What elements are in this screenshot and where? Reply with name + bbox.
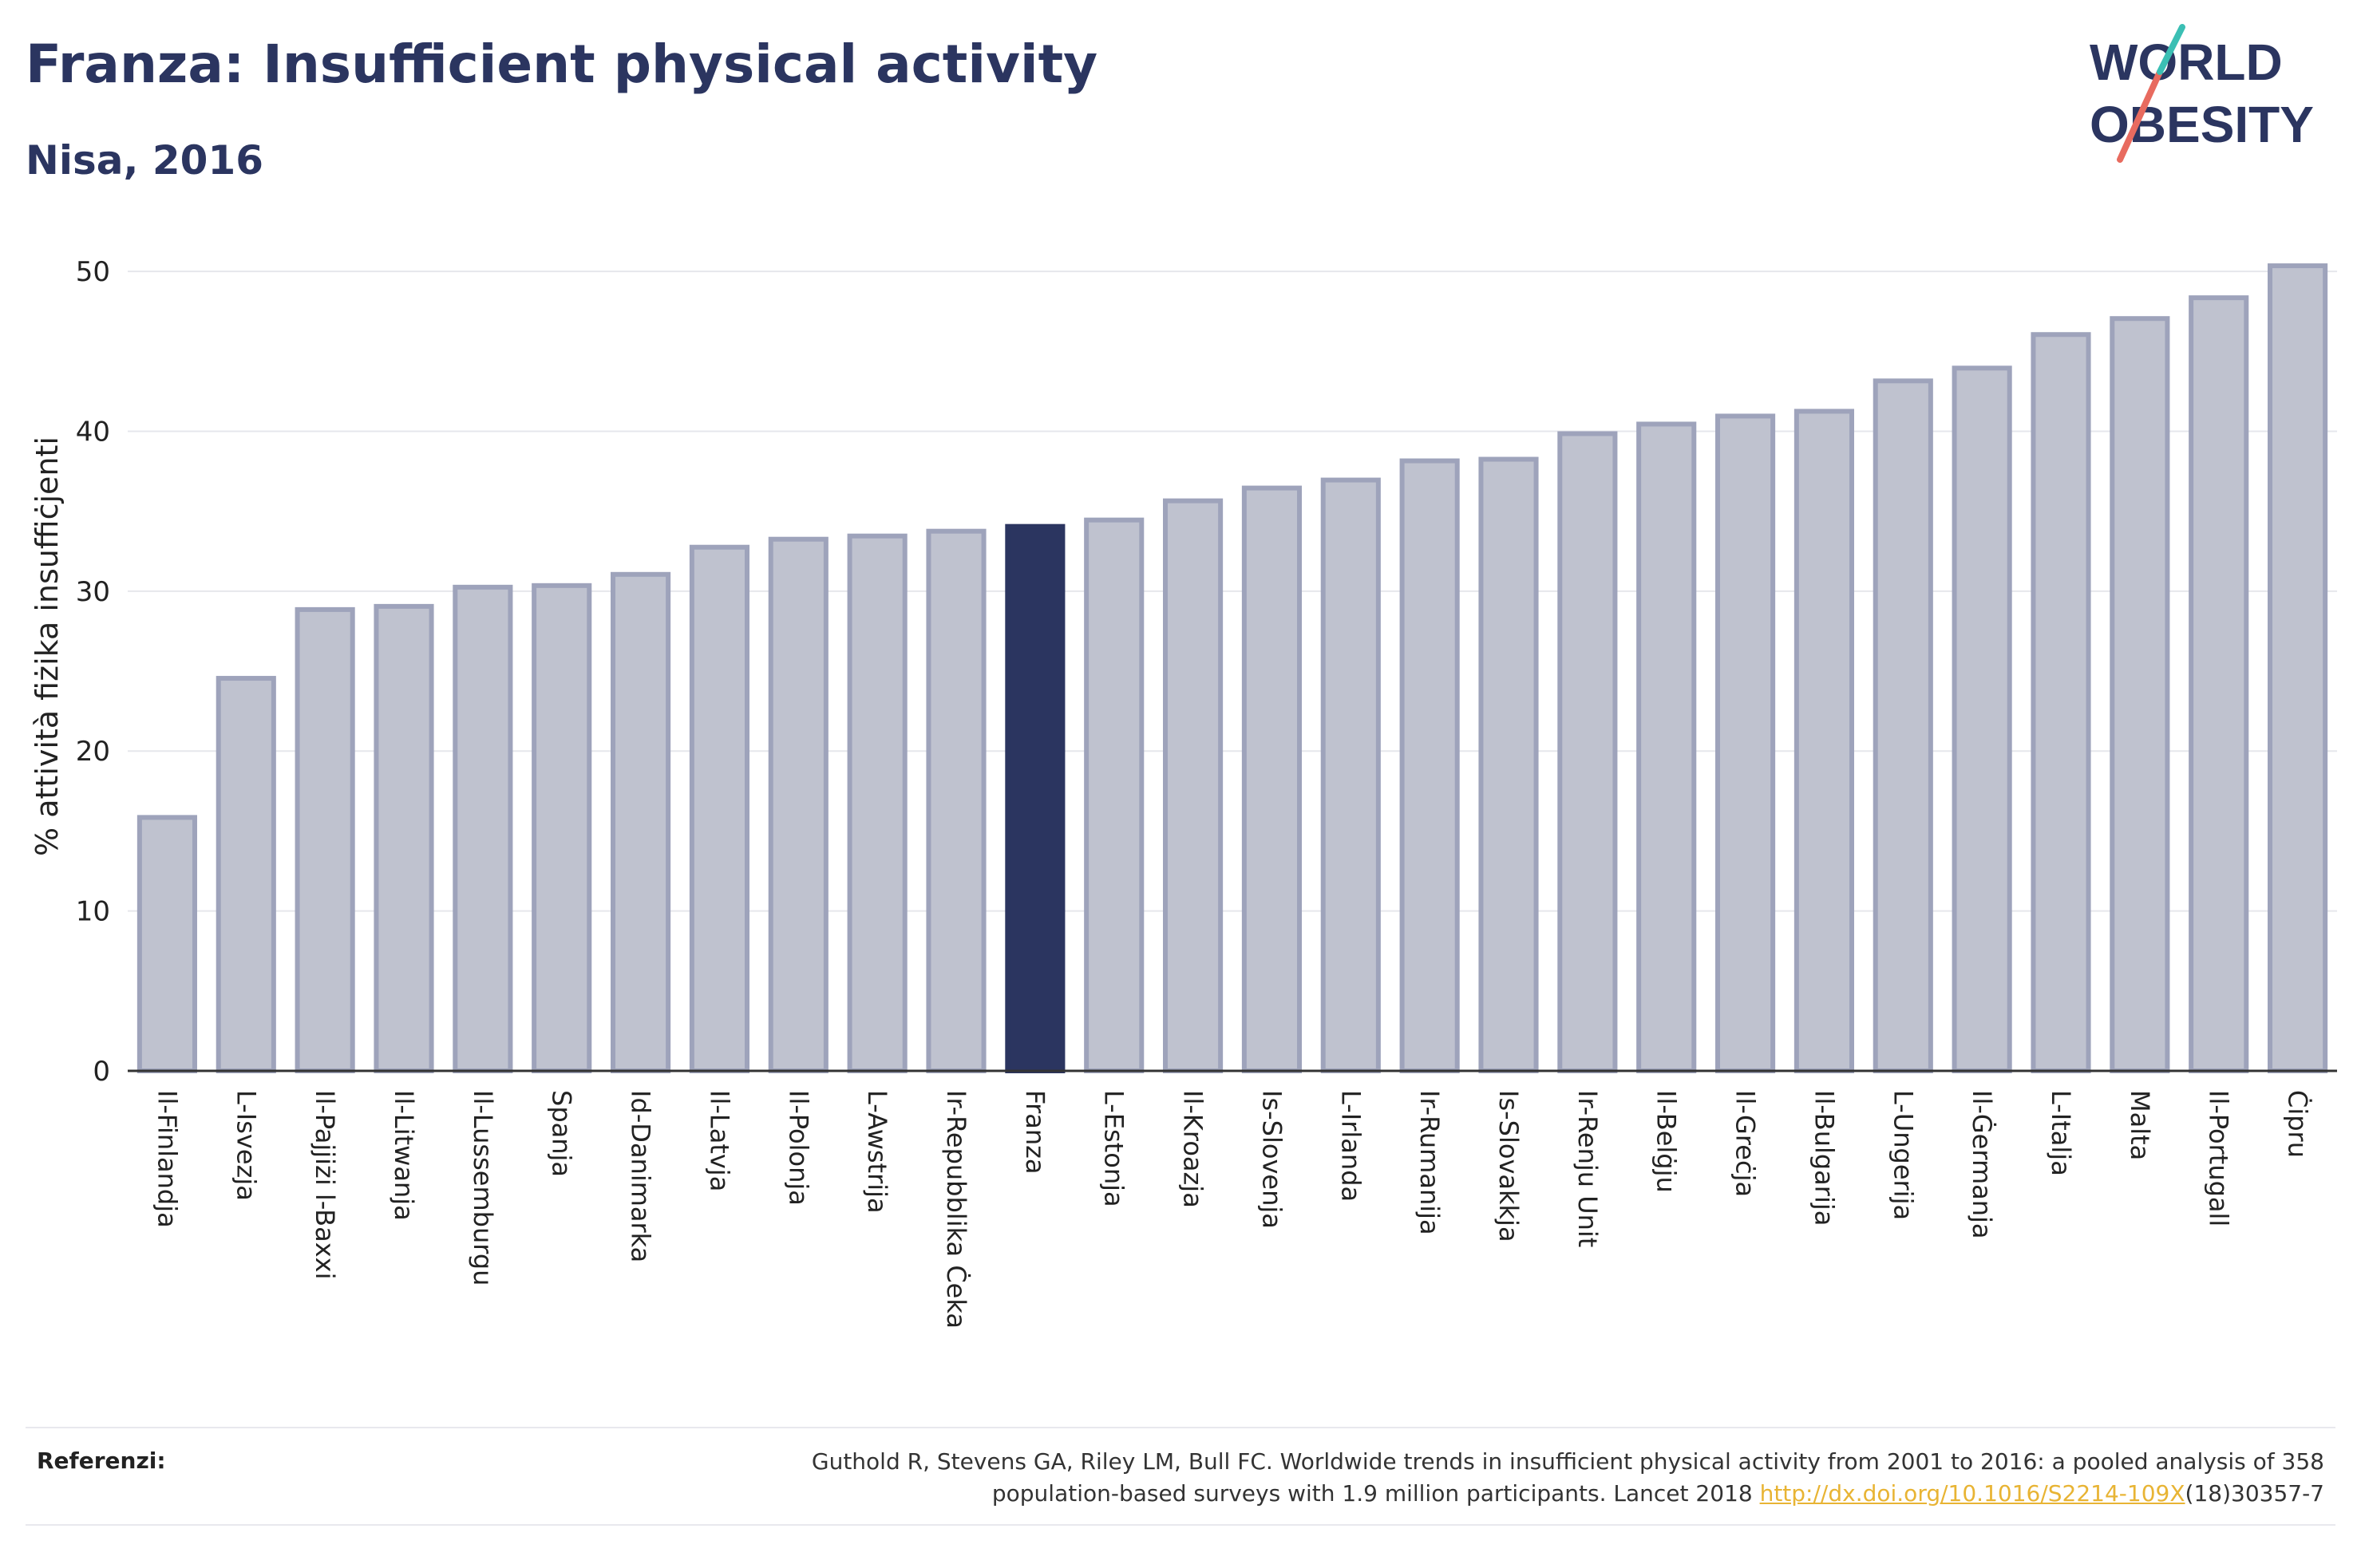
bar [2110,316,2170,1073]
reference-line-2: population-based surveys with 1.9 millio… [488,1478,2324,1510]
bar [768,536,829,1073]
x-tick-label: Il-Kroazja [1178,1090,1208,1208]
bar [1873,378,1933,1074]
bar [1399,458,1460,1073]
bar [1636,421,1697,1073]
x-tick-label: Spanja [547,1090,577,1177]
x-tick-label: Ċipru [2283,1090,2313,1158]
x-tick-label: Ir-Repubblika Ċeka [941,1090,971,1329]
reference-line-1: Guthold R, Stevens GA, Riley LM, Bull FC… [811,1448,2324,1475]
y-tick-label: 0 [93,1056,110,1088]
x-tick-label: Is-Slovakkja [1493,1090,1524,1242]
logo-slash-teal [2157,24,2185,75]
y-tick-label: 40 [76,416,110,448]
bar [1952,365,2012,1073]
bar [1793,409,1854,1073]
x-tick-label: L-Estonja [1099,1090,1129,1207]
bar [136,815,197,1074]
bar [1084,517,1145,1073]
x-tick-label: Malta [2125,1090,2155,1160]
x-tick-label: L-Isvezja [231,1090,261,1201]
bar [926,528,987,1073]
x-tick-label: Il-Belġju [1651,1090,1682,1193]
references-label: Referenzi: [37,1448,166,1474]
x-tick-label: Il-Latvja [704,1090,734,1191]
x-tick-label: L-Awstrija [862,1090,892,1214]
bar [847,533,908,1073]
bar [216,676,276,1073]
x-tick-label: Il-Bulgarija [1809,1090,1839,1226]
axes: 0 10 20 30 40 50 Il-Finlandja L-Isvezja Il-Pajji… [76,256,2337,1329]
y-axis-label: % attività fiżika insuffiċjenti [30,436,65,856]
bar [1715,413,1776,1073]
x-tick-label: Il-Pajjiżi l-Baxxi [310,1090,340,1280]
bar [2268,263,2328,1073]
x-tick-label: L-Ungerija [1888,1090,1918,1220]
bar [1320,477,1381,1073]
references-text: Guthold R, Stevens GA, Riley LM, Bull FC… [488,1446,2324,1510]
x-tick-label: Franza [1020,1090,1050,1175]
reference-line-2-post: (18)30357-7 [2185,1480,2324,1507]
bar [295,606,355,1073]
bar [2189,295,2249,1073]
reference-line-2-pre: population-based surveys with 1.9 millio… [991,1480,1760,1507]
footer-divider-bottom [26,1524,2335,1526]
x-tick-label: Il-Greċja [1730,1090,1761,1197]
x-tick-label: Is-Slovenja [1256,1090,1287,1229]
x-tick-label: Ir-Renju Unit [1572,1090,1603,1247]
doi-link[interactable]: http://dx.doi.org/10.1016/S2214-109X [1759,1480,2185,1507]
x-tick-label: Il-Polonja [783,1090,813,1206]
x-tick-label: Ir-Rumanija [1414,1090,1445,1235]
bar-chart: 0 10 20 30 40 50 Il-Finlandja L-Isvezja Il-Pajji… [30,256,2337,1329]
x-tick-label: Il-Lussemburgu [468,1090,498,1286]
bar [1557,431,1618,1073]
world-obesity-logo: WORLD OBESITY [2090,24,2314,163]
bar [611,571,671,1073]
x-tick-label: Il-Finlandja [152,1090,182,1228]
y-tick-label: 20 [76,736,110,768]
bar [532,583,592,1073]
chart-title: Franza: Insufficient physical activity [26,34,1098,95]
chart-subtitle: Nisa, 2016 [26,137,264,184]
bar [1241,485,1302,1073]
x-tick-label: Il-Ġermanja [1967,1090,1997,1239]
y-tick-label: 10 [76,896,110,928]
bar [2031,332,2091,1073]
footer-divider-top [26,1427,2335,1428]
bars [136,263,2328,1074]
bar [453,584,513,1073]
logo-line1: WORLD [2090,34,2283,91]
bar [1478,456,1539,1073]
y-tick-label: 50 [76,256,110,288]
bar [689,544,749,1073]
bar [374,603,434,1073]
x-tick-label: Il-Portugall [2204,1090,2234,1226]
bar [1163,498,1224,1073]
y-tick-label: 30 [76,576,110,608]
x-tick-label: Il-Litwanja [389,1090,419,1221]
x-tick-label: L-Italja [2046,1090,2076,1176]
logo-slash-red [2117,69,2163,163]
x-tick-label: Id-Danimarka [626,1090,656,1262]
bar-highlight [1005,523,1066,1073]
x-tick-label: L-Irlanda [1335,1090,1366,1202]
